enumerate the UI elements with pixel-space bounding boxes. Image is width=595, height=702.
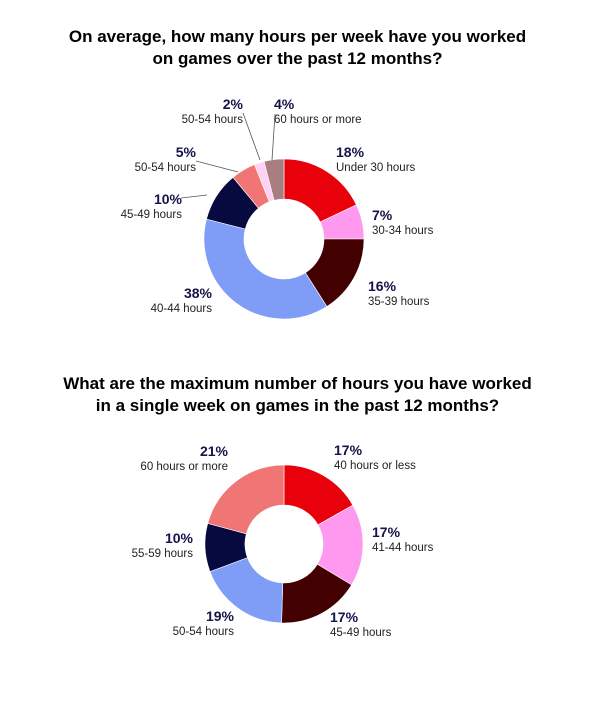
chart-1-title-line-1: On average, how many hours per week have… — [68, 27, 527, 46]
chart-2-slice-1-label: 40 hours or less — [334, 460, 416, 472]
chart-1-slice-3-percent: 16% — [368, 278, 397, 294]
chart-1-slice-5-percent: 10% — [154, 191, 183, 207]
chart-2-slice-4-label: 50-54 hours — [173, 626, 235, 638]
chart-1-slice-8-percent: 4% — [274, 96, 295, 112]
chart-1-leader-line-5 — [180, 194, 208, 199]
chart-2-title-line-2: in a single week on games in the past 12… — [95, 396, 500, 415]
chart-1-slice-2-label: 30-34 hours — [372, 225, 434, 237]
chart-2-slice-5-percent: 10% — [165, 530, 194, 546]
chart-1-slice-6-label: 50-54 hours — [135, 162, 197, 174]
chart-2-title: What are the maximum number of hours you… — [0, 373, 595, 417]
chart-1-title: On average, how many hours per week have… — [0, 26, 595, 70]
chart-2-title-line-1: What are the maximum number of hours you… — [63, 374, 532, 393]
chart-1-leader-line-8 — [271, 113, 276, 161]
chart-2-slice-6 — [207, 464, 285, 535]
chart-1-slice-7-label: 50-54 hours — [182, 114, 244, 126]
chart-2-slice-6-label: 60 hours or more — [140, 461, 228, 473]
chart-1-slice-4-label: 40-44 hours — [151, 303, 213, 315]
chart-2-slice-2-percent: 17% — [372, 524, 401, 540]
chart-1-slice-1-label: Under 30 hours — [336, 162, 416, 174]
chart-2-slice-3-percent: 17% — [330, 609, 359, 625]
chart-1-slice-4-percent: 38% — [184, 285, 213, 301]
chart-1-slice-4 — [203, 218, 328, 320]
chart-1-title-line-2: on games over the past 12 months? — [152, 49, 443, 68]
chart-1-slice-8-label: 60 hours or more — [274, 114, 362, 126]
chart-1-slice-7-percent: 2% — [223, 96, 244, 112]
chart-2-slice-2-label: 41-44 hours — [372, 542, 434, 554]
chart-1-leader-line-7 — [242, 112, 261, 161]
chart-1-slice-2-percent: 7% — [372, 207, 393, 223]
chart-2-slice-5-label: 55-59 hours — [132, 548, 194, 560]
chart-1-slice-1-percent: 18% — [336, 144, 365, 160]
chart-2-slice-4-percent: 19% — [206, 608, 235, 624]
chart-2-slice-1-percent: 17% — [334, 442, 363, 458]
chart-1-slice-5-label: 45-49 hours — [121, 209, 183, 221]
chart-1-slice-8 — [263, 158, 285, 201]
chart-2-slice-6-percent: 21% — [200, 443, 229, 459]
chart-1-slice-3-label: 35-39 hours — [368, 296, 430, 308]
chart-1-leader-line-6 — [195, 160, 239, 173]
chart-1-slice-6-percent: 5% — [176, 144, 197, 160]
chart-2-slice-3-label: 45-49 hours — [330, 627, 392, 639]
